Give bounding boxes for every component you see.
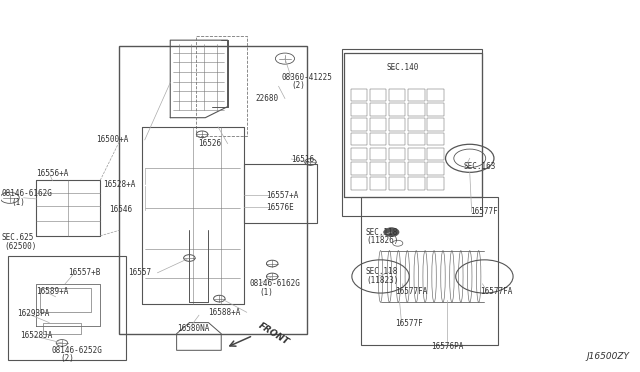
Bar (351, 89, 367, 101)
Text: 16557+A: 16557+A (266, 191, 298, 200)
Text: 16576E: 16576E (266, 203, 294, 212)
Text: 16577F: 16577F (395, 319, 423, 328)
Text: (11823): (11823) (366, 276, 398, 285)
Text: SEC.140: SEC.140 (387, 63, 419, 72)
Text: 22680: 22680 (255, 94, 278, 103)
Bar (244, 164, 317, 223)
Bar (370, 162, 387, 175)
Text: 16293PA: 16293PA (17, 309, 50, 318)
Bar (427, 177, 444, 190)
Circle shape (384, 228, 399, 237)
Text: (2): (2) (61, 354, 74, 363)
Bar (8, 256, 125, 359)
Bar (408, 148, 424, 160)
Text: FRONT: FRONT (256, 321, 290, 347)
Bar (427, 89, 444, 101)
Bar (362, 197, 499, 345)
Text: 16577FA: 16577FA (481, 287, 513, 296)
Bar (370, 89, 387, 101)
Text: 16556+A: 16556+A (36, 169, 69, 177)
Text: SEC.118: SEC.118 (366, 228, 398, 237)
Bar (389, 103, 405, 116)
Bar (119, 46, 307, 334)
Text: 16589+A: 16589+A (36, 287, 69, 296)
Text: SEC.118: SEC.118 (366, 267, 398, 276)
Text: 16557+B: 16557+B (68, 268, 100, 277)
Bar (351, 118, 367, 131)
Text: 16577F: 16577F (470, 207, 497, 217)
Text: J16500ZY: J16500ZY (586, 352, 629, 361)
Text: 16500+A: 16500+A (97, 135, 129, 144)
Text: 08146-6162G: 08146-6162G (250, 279, 301, 288)
Bar (408, 162, 424, 175)
Text: 16576PA: 16576PA (431, 342, 463, 351)
Text: SEC.163: SEC.163 (463, 162, 496, 171)
Text: 16580NA: 16580NA (177, 324, 209, 333)
Text: 08146-6252G: 08146-6252G (51, 346, 102, 355)
Bar (389, 118, 405, 131)
Bar (408, 177, 424, 190)
Text: 16546: 16546 (109, 205, 132, 215)
Bar (351, 148, 367, 160)
Text: (1): (1) (259, 288, 273, 297)
Bar (342, 49, 483, 215)
Text: (1): (1) (11, 198, 25, 207)
Text: 16528JA: 16528JA (20, 331, 53, 340)
Bar (427, 118, 444, 131)
Bar (351, 177, 367, 190)
Bar (351, 133, 367, 145)
Bar (408, 89, 424, 101)
Bar (408, 118, 424, 131)
Bar (351, 103, 367, 116)
Bar (370, 118, 387, 131)
Text: 16526: 16526 (198, 139, 221, 148)
Text: 16557: 16557 (128, 268, 151, 277)
Bar (389, 162, 405, 175)
Bar (389, 89, 405, 101)
Bar (370, 177, 387, 190)
Bar (370, 133, 387, 145)
Bar (408, 103, 424, 116)
Text: SEC.625: SEC.625 (1, 233, 34, 242)
Bar (389, 148, 405, 160)
Bar (351, 162, 367, 175)
Text: (2): (2) (291, 81, 305, 90)
Bar (427, 148, 444, 160)
Text: 16577FA: 16577FA (395, 287, 428, 296)
Text: 08360-41225: 08360-41225 (282, 73, 333, 81)
Bar (389, 177, 405, 190)
Text: 16516: 16516 (291, 154, 314, 164)
Bar (427, 162, 444, 175)
Text: 16588+A: 16588+A (208, 308, 241, 317)
Bar (427, 103, 444, 116)
Bar (389, 133, 405, 145)
Text: (11826): (11826) (366, 236, 398, 245)
Text: 08146-6162G: 08146-6162G (1, 189, 52, 198)
Text: 16528+A: 16528+A (103, 180, 135, 189)
Bar (370, 103, 387, 116)
Bar (408, 133, 424, 145)
Text: (62500): (62500) (4, 243, 37, 251)
Bar (370, 148, 387, 160)
Bar (427, 133, 444, 145)
